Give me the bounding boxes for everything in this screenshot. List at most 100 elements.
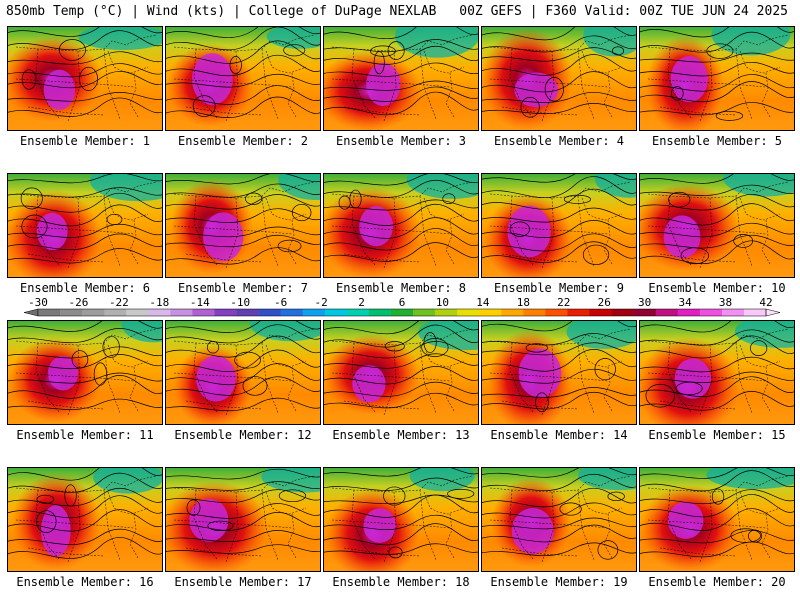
colorbar-swatch: [721, 309, 745, 316]
ensemble-map-3[interactable]: [323, 26, 479, 131]
colorbar-swatch: [479, 309, 502, 316]
colorbar-swatch: [501, 309, 524, 316]
run-valid-info: 00Z GEFS | F360 Valid: 00Z TUE JUN 24 20…: [459, 4, 788, 19]
colorbar-swatch: [82, 309, 105, 316]
temperature-map-14: [482, 321, 636, 424]
colorbar-swatch: [589, 309, 612, 316]
colorbar-swatch: [60, 309, 83, 316]
ensemble-map-1[interactable]: [7, 26, 163, 131]
ensemble-member-label: Ensemble Member: 11: [16, 428, 154, 442]
ensemble-member-label: Ensemble Member: 16: [16, 575, 154, 589]
temperature-map-10: [640, 174, 794, 277]
colorbar-tick-label: -6: [274, 296, 287, 309]
ensemble-map-4[interactable]: [481, 26, 637, 131]
ensemble-member-label: Ensemble Member: 1: [19, 134, 151, 148]
temperature-map-4: [482, 27, 636, 130]
colorbar-swatch: [258, 309, 281, 316]
ensemble-map-8[interactable]: [323, 173, 479, 278]
temperature-map-12: [166, 321, 320, 424]
colorbar-swatch: [236, 309, 259, 316]
colorbar-tick-label: -22: [109, 296, 129, 309]
colorbar-tick-label: -30: [28, 296, 48, 309]
colorbar-swatch: [699, 309, 723, 316]
ensemble-map-11[interactable]: [7, 320, 163, 425]
ensemble-member-label: Ensemble Member: 20: [648, 575, 786, 589]
colorbar-tick-label: 6: [399, 296, 406, 309]
temperature-colorbar: -30 -26 -22 -18 -14 -10 -6 -2 2 6 10 14 18 22 26 30 34 38…: [23, 296, 781, 317]
ensemble-map-15[interactable]: [639, 320, 795, 425]
colorbar-swatch: [38, 309, 61, 316]
colorbar-swatch: [413, 309, 436, 316]
colorbar-swatch: [567, 309, 590, 316]
ensemble-map-5[interactable]: [639, 26, 795, 131]
ensemble-member-label: Ensemble Member: 9: [493, 281, 625, 295]
ensemble-map-19[interactable]: [481, 467, 637, 572]
ensemble-member-label: Ensemble Member: 4: [493, 134, 625, 148]
ensemble-map-9[interactable]: [481, 173, 637, 278]
ensemble-map-13[interactable]: [323, 320, 479, 425]
colorbar-swatch: [368, 309, 392, 316]
ensemble-member-label: Ensemble Member: 6: [19, 281, 151, 295]
colorbar-swatch: [435, 309, 458, 316]
temperature-map-1: [8, 27, 162, 130]
ensemble-map-7[interactable]: [165, 173, 321, 278]
ensemble-map-2[interactable]: [165, 26, 321, 131]
colorbar-swatch: [280, 309, 304, 316]
colorbar-swatch: [677, 309, 701, 316]
colorbar-swatch: [192, 309, 215, 316]
temperature-map-9: [482, 174, 636, 277]
colorbar-tick-label: -18: [149, 296, 169, 309]
colorbar-swatch: [346, 309, 370, 316]
colorbar-tick-label: 38: [719, 296, 732, 309]
colorbar-swatch: [302, 309, 326, 316]
temperature-map-15: [640, 321, 794, 424]
temperature-map-18: [324, 468, 478, 571]
ensemble-map-17[interactable]: [165, 467, 321, 572]
temperature-map-17: [166, 468, 320, 571]
ensemble-member-label: Ensemble Member: 3: [335, 134, 467, 148]
colorbar-swatch: [633, 309, 656, 316]
ensemble-map-16[interactable]: [7, 467, 163, 572]
colorbar-min-arrow: [23, 308, 39, 317]
colorbar-tick-label: 2: [358, 296, 365, 309]
colorbar-tick-label: -14: [190, 296, 210, 309]
colorbar-swatch: [148, 309, 171, 316]
colorbar-swatch: [390, 309, 414, 316]
temperature-map-20: [640, 468, 794, 571]
ensemble-member-label: Ensemble Member: 12: [174, 428, 312, 442]
ensemble-member-label: Ensemble Member: 17: [174, 575, 312, 589]
colorbar-swatch: [324, 309, 348, 316]
ensemble-map-12[interactable]: [165, 320, 321, 425]
colorbar-tick-label: 18: [517, 296, 530, 309]
colorbar-swatch: [545, 309, 568, 316]
ensemble-map-18[interactable]: [323, 467, 479, 572]
ensemble-member-label: Ensemble Member: 18: [332, 575, 470, 589]
ensemble-member-label: Ensemble Member: 7: [177, 281, 309, 295]
colorbar-tick-label: 26: [598, 296, 611, 309]
ensemble-member-label: Ensemble Member: 5: [651, 134, 783, 148]
temperature-map-8: [324, 174, 478, 277]
colorbar-tick-label: -26: [69, 296, 89, 309]
temperature-map-13: [324, 321, 478, 424]
colorbar-tick-label: 30: [638, 296, 651, 309]
temperature-map-3: [324, 27, 478, 130]
colorbar-swatch: [743, 309, 767, 316]
temperature-map-5: [640, 27, 794, 130]
ensemble-member-label: Ensemble Member: 8: [335, 281, 467, 295]
ensemble-map-20[interactable]: [639, 467, 795, 572]
ensemble-map-6[interactable]: [7, 173, 163, 278]
colorbar-tick-label: 34: [678, 296, 692, 309]
colorbar-swatch: [126, 309, 149, 316]
ensemble-member-label: Ensemble Member: 2: [177, 134, 309, 148]
colorbar-max-arrow: [765, 308, 781, 317]
colorbar-tick-label: 14: [476, 296, 490, 309]
ensemble-member-label: Ensemble Member: 15: [648, 428, 786, 442]
ensemble-member-label: Ensemble Member: 10: [648, 281, 786, 295]
ensemble-member-label: Ensemble Member: 13: [332, 428, 470, 442]
ensemble-map-10[interactable]: [639, 173, 795, 278]
colorbar-tick-label: 22: [557, 296, 570, 309]
colorbar-swatch: [104, 309, 127, 316]
ensemble-member-label: Ensemble Member: 14: [490, 428, 628, 442]
colorbar-swatch: [655, 309, 679, 316]
ensemble-map-14[interactable]: [481, 320, 637, 425]
